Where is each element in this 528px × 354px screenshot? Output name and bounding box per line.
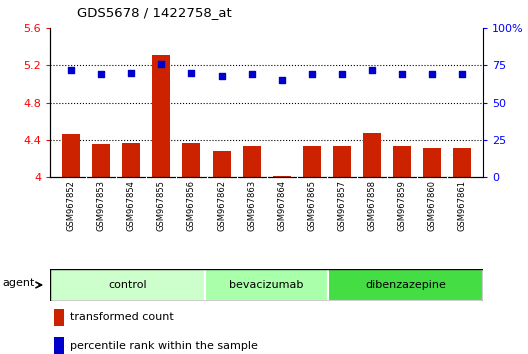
Text: GSM967852: GSM967852	[67, 180, 76, 231]
Text: GSM967857: GSM967857	[337, 180, 346, 231]
Text: GSM967862: GSM967862	[217, 180, 226, 231]
Text: control: control	[108, 280, 147, 290]
Bar	[328, 269, 483, 301]
Bar	[333, 146, 351, 177]
Bar	[393, 146, 411, 177]
Text: agent: agent	[3, 278, 35, 289]
Bar	[242, 146, 261, 177]
Text: GSM967864: GSM967864	[277, 180, 286, 231]
Bar	[50, 269, 205, 301]
Point	[187, 70, 196, 76]
Bar	[303, 146, 321, 177]
Point	[367, 67, 376, 73]
Text: percentile rank within the sample: percentile rank within the sample	[70, 341, 258, 351]
Text: GSM967859: GSM967859	[398, 180, 407, 231]
Bar	[122, 143, 140, 177]
Bar	[54, 309, 64, 326]
Text: GDS5678 / 1422758_at: GDS5678 / 1422758_at	[77, 6, 231, 19]
Text: GSM967856: GSM967856	[187, 180, 196, 231]
Text: GSM967860: GSM967860	[428, 180, 437, 231]
Text: GSM967853: GSM967853	[97, 180, 106, 231]
Point	[337, 72, 346, 77]
Bar	[363, 133, 381, 177]
Point	[157, 61, 166, 67]
Point	[458, 72, 466, 77]
Text: GSM967863: GSM967863	[247, 180, 256, 231]
Bar	[54, 337, 64, 354]
Point	[307, 72, 316, 77]
Bar	[62, 134, 80, 177]
Bar	[183, 143, 201, 177]
Point	[127, 70, 136, 76]
Text: bevacizumab: bevacizumab	[230, 280, 304, 290]
Text: GSM967854: GSM967854	[127, 180, 136, 231]
Point	[428, 72, 436, 77]
Text: GSM967855: GSM967855	[157, 180, 166, 231]
Point	[218, 73, 226, 79]
Point	[398, 72, 406, 77]
Bar	[92, 144, 110, 177]
Bar	[453, 148, 471, 177]
Text: GSM967861: GSM967861	[458, 180, 467, 231]
Point	[248, 72, 256, 77]
Text: dibenzazepine: dibenzazepine	[365, 280, 446, 290]
Point	[97, 72, 106, 77]
Bar	[423, 148, 441, 177]
Text: GSM967858: GSM967858	[367, 180, 376, 231]
Bar	[153, 55, 171, 177]
Bar	[212, 151, 231, 177]
Text: transformed count: transformed count	[70, 313, 173, 322]
Bar	[205, 269, 328, 301]
Bar	[272, 176, 291, 177]
Text: GSM967865: GSM967865	[307, 180, 316, 231]
Point	[67, 67, 76, 73]
Point	[277, 78, 286, 83]
